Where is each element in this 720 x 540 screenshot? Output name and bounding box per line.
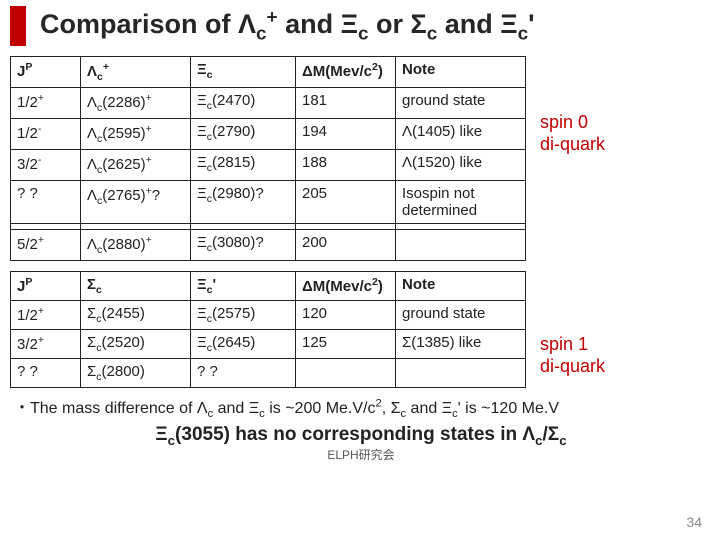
- page-number: 34: [686, 514, 702, 530]
- cell: [396, 359, 526, 388]
- th-dm: ΔM(Mev/c2): [296, 57, 396, 88]
- accent-block: [10, 6, 26, 46]
- page-title: Comparison of Λc+ and Ξc or Σc and Ξc': [40, 7, 535, 45]
- cell: Λc(2595)+: [81, 119, 191, 150]
- cell: ? ?: [11, 359, 81, 388]
- side-label-spin1: spin 1di-quark: [540, 334, 605, 377]
- footnote-highlight: Ξc(3055) has no corresponding states in …: [14, 424, 708, 448]
- footnote-source: ELPH研究会: [14, 446, 708, 463]
- tables-area: JP Λc+ Ξc ΔM(Mev/c2) Note 1/2+ Λc(2286)+…: [0, 56, 720, 388]
- cell: Ξc(2980)?: [191, 181, 296, 224]
- cell: Λc(2765)+?: [81, 181, 191, 224]
- cell: 120: [296, 301, 396, 330]
- comparison-table-2: JP Σc Ξc' ΔM(Mev/c2) Note 1/2+ Σc(2455) …: [10, 271, 526, 388]
- cell: Σ(1385) like: [396, 330, 526, 359]
- th-sc: Σc: [81, 272, 191, 301]
- cell: ground state: [396, 88, 526, 119]
- comparison-table-1: JP Λc+ Ξc ΔM(Mev/c2) Note 1/2+ Λc(2286)+…: [10, 56, 526, 261]
- cell: Λc(2880)+: [81, 230, 191, 261]
- table-row: 1/2+ Λc(2286)+ Ξc(2470) 181 ground state: [11, 88, 526, 119]
- cell: Λ(1405) like: [396, 119, 526, 150]
- footnotes: ・The mass difference of Λc and Ξc is ~20…: [0, 388, 720, 463]
- th-jp: JP: [11, 272, 81, 301]
- cell: 188: [296, 150, 396, 181]
- cell: [396, 230, 526, 261]
- th-dm: ΔM(Mev/c2): [296, 272, 396, 301]
- cell: 3/2-: [11, 150, 81, 181]
- cell: ? ?: [191, 359, 296, 388]
- cell: Isospin not determined: [396, 181, 526, 224]
- cell: 181: [296, 88, 396, 119]
- table-row: 5/2+ Λc(2880)+ Ξc(3080)? 200: [11, 230, 526, 261]
- table-row: 1/2+ Σc(2455) Ξc(2575) 120 ground state: [11, 301, 526, 330]
- cell: Σc(2800): [81, 359, 191, 388]
- table-row: 3/2+ Σc(2520) Ξc(2645) 125 Σ(1385) like: [11, 330, 526, 359]
- th-jp: JP: [11, 57, 81, 88]
- cell: 200: [296, 230, 396, 261]
- cell: 205: [296, 181, 396, 224]
- cell: Λc(2625)+: [81, 150, 191, 181]
- cell: ? ?: [11, 181, 81, 224]
- cell: Ξc(2790): [191, 119, 296, 150]
- cell: Ξc(2470): [191, 88, 296, 119]
- th-note: Note: [396, 272, 526, 301]
- th-xcp: Ξc': [191, 272, 296, 301]
- title-bar: Comparison of Λc+ and Ξc or Σc and Ξc': [0, 0, 720, 56]
- side-label-spin0: spin 0di-quark: [540, 112, 605, 155]
- cell: Σc(2455): [81, 301, 191, 330]
- cell: ground state: [396, 301, 526, 330]
- th-xc: Ξc: [191, 57, 296, 88]
- cell: 194: [296, 119, 396, 150]
- footnote-mass-diff: ・The mass difference of Λc and Ξc is ~20…: [14, 394, 708, 420]
- table-row: 3/2- Λc(2625)+ Ξc(2815) 188 Λ(1520) like: [11, 150, 526, 181]
- th-lc: Λc+: [81, 57, 191, 88]
- cell: Ξc(2815): [191, 150, 296, 181]
- cell: Ξc(2575): [191, 301, 296, 330]
- cell: Ξc(3080)?: [191, 230, 296, 261]
- cell: 1/2+: [11, 88, 81, 119]
- cell: [296, 359, 396, 388]
- th-note: Note: [396, 57, 526, 88]
- cell: Ξc(2645): [191, 330, 296, 359]
- cell: Λc(2286)+: [81, 88, 191, 119]
- cell: Λ(1520) like: [396, 150, 526, 181]
- cell: 125: [296, 330, 396, 359]
- cell: 1/2-: [11, 119, 81, 150]
- table-header-row: JP Σc Ξc' ΔM(Mev/c2) Note: [11, 272, 526, 301]
- cell: 3/2+: [11, 330, 81, 359]
- cell: Σc(2520): [81, 330, 191, 359]
- table-row: 1/2- Λc(2595)+ Ξc(2790) 194 Λ(1405) like: [11, 119, 526, 150]
- table-header-row: JP Λc+ Ξc ΔM(Mev/c2) Note: [11, 57, 526, 88]
- cell: 1/2+: [11, 301, 81, 330]
- table-row: ? ? Λc(2765)+? Ξc(2980)? 205 Isospin not…: [11, 181, 526, 224]
- table-row: ? ? Σc(2800) ? ?: [11, 359, 526, 388]
- cell: 5/2+: [11, 230, 81, 261]
